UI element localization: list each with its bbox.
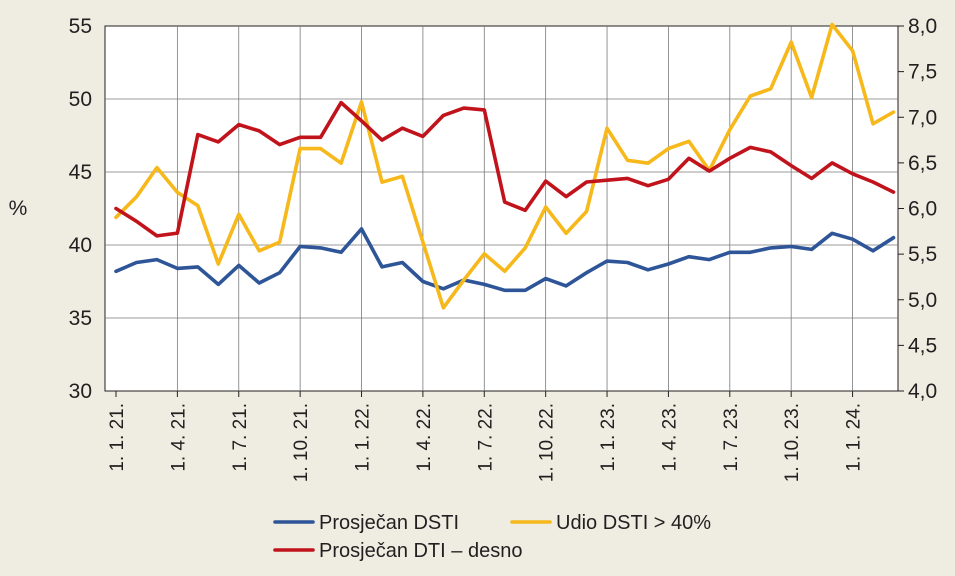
series-line-1: [114, 22, 896, 310]
y-left-tick-label: 50: [69, 88, 92, 111]
y-right-tick-label: 7,0: [908, 106, 937, 129]
y-right-tick-label: 6,0: [908, 198, 937, 221]
grid: [105, 26, 898, 391]
right-axis: 4,0 4,5 5,0 5,5 6,0 6,5 7,0 7,5 8,0: [898, 15, 937, 403]
y-right-tick-label: 4,0: [908, 380, 937, 403]
plot-area: [104, 25, 899, 392]
y-right-tick-label: 7,5: [908, 61, 937, 84]
x-tick-label: 1. 1. 22.: [353, 403, 374, 472]
y-left-tick-label: 55: [69, 15, 92, 38]
y-left-tick-label: 40: [69, 234, 92, 257]
x-tick-label: 1. 10. 21.: [291, 403, 312, 482]
y-right-tick-label: 5,5: [908, 243, 937, 266]
x-tick-label: 1. 1. 24.: [844, 403, 865, 472]
y-right-tick-label: 5,0: [908, 289, 937, 312]
y-right-tick-label: 8,0: [908, 15, 937, 38]
left-axis: 30 35 40 45 50 55: [69, 15, 92, 403]
x-axis: 1. 1. 21. 1. 4. 21. 1. 7. 21. 1. 10. 21. 1. …: [107, 391, 865, 482]
y-left-tick-label: 45: [69, 161, 92, 184]
x-tick-label: 1. 7. 23.: [721, 403, 742, 472]
x-tick-label: 1. 1. 21.: [107, 403, 128, 472]
x-tick-label: 1. 4. 23.: [659, 403, 680, 472]
x-tick-label: 1. 4. 21.: [168, 403, 189, 472]
series-group: [114, 22, 896, 310]
legend-label-0: Prosječan DSTI: [319, 512, 459, 534]
y-left-tick-label: 35: [69, 307, 92, 330]
legend: Prosječan DSTI Udio DSTI > 40% Prosječan D…: [273, 512, 711, 562]
x-tick-label: 1. 10. 23.: [782, 403, 803, 482]
legend-label-2: Prosječan DTI – desno: [319, 540, 522, 562]
series-line-0: [114, 227, 896, 293]
x-tick-label: 1. 1. 23.: [598, 403, 619, 472]
series-line-2: [114, 100, 896, 238]
legend-label-1: Udio DSTI > 40%: [556, 512, 711, 534]
x-tick-label: 1. 7. 22.: [475, 403, 496, 472]
y-right-tick-label: 6,5: [908, 152, 937, 175]
y-left-tick-label: 30: [69, 380, 92, 403]
x-tick-label: 1. 10. 22.: [537, 403, 558, 482]
y-right-tick-label: 4,5: [908, 334, 937, 357]
x-tick-label: 1. 7. 21.: [230, 403, 251, 472]
x-tick-label: 1. 4. 22.: [414, 403, 435, 472]
y-axis-label: %: [9, 197, 28, 220]
